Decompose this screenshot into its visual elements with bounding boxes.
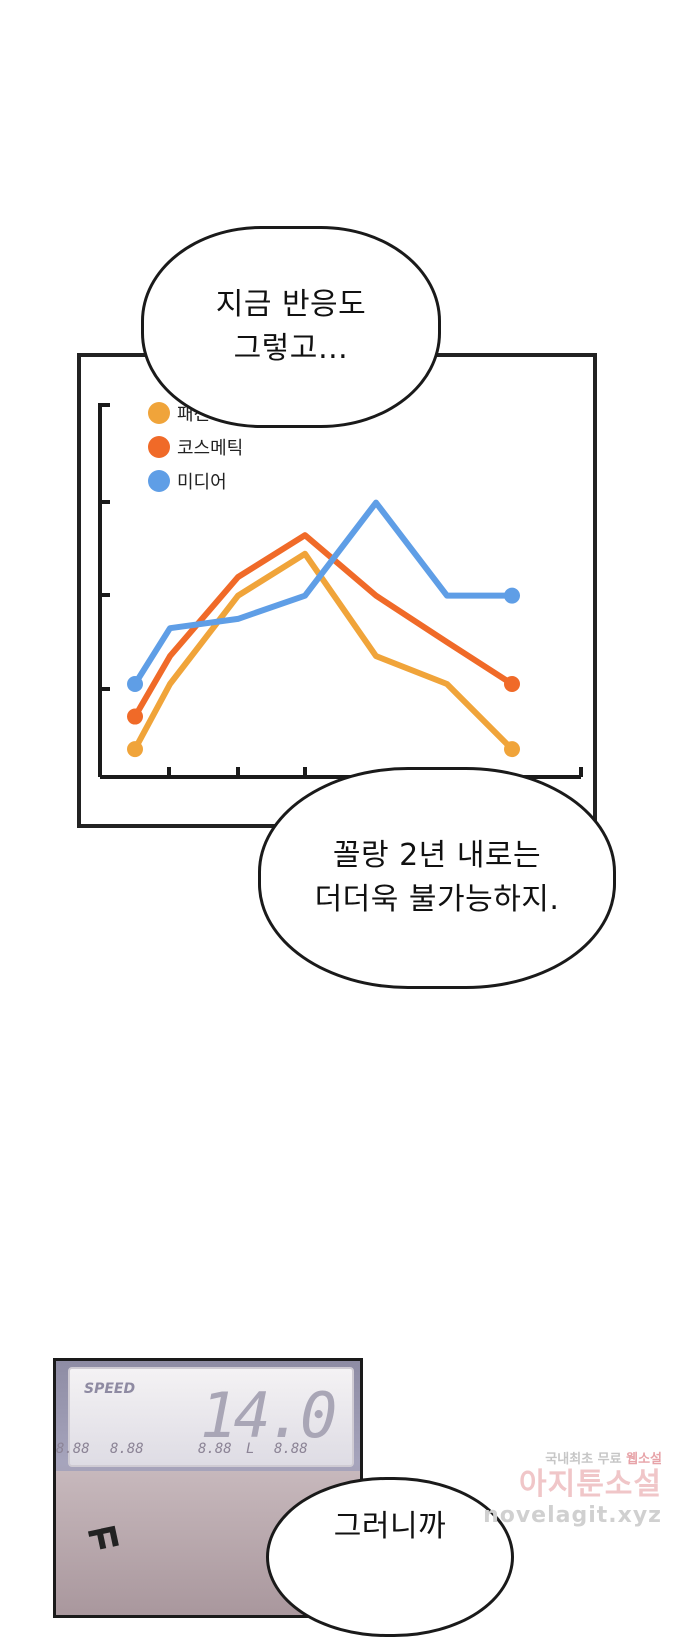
- legend-swatch: [148, 436, 170, 458]
- watermark-line3: novelagit.xyz: [483, 1503, 662, 1528]
- speech-bubble-1: 지금 반응도 그렇고…: [141, 226, 441, 428]
- watermark: 국내최초 무료 웹소설 아지툰소설 novelagit.xyz: [462, 1448, 662, 1528]
- speed-display: SPEED 14.0 8.88 8.88 8.88 L 8.88: [56, 1367, 354, 1467]
- speech-bubble-2: 꼴랑 2년 내로는 더더욱 불가능하지.: [258, 767, 616, 989]
- segment-readout: L: [246, 1441, 255, 1457]
- legend-label: 미디어: [177, 472, 227, 493]
- series-line-1: [132, 532, 515, 720]
- watermark-prefix: 국내최초 무료: [545, 1452, 622, 1467]
- segment-readout: 8.88: [274, 1441, 308, 1457]
- speed-value: 14.0: [200, 1379, 337, 1452]
- chart-panel: 패션 코스메틱 미디어: [77, 353, 597, 828]
- legend-label: 코스메틱: [177, 438, 243, 459]
- segment-row: 8.88 8.88 8.88 L 8.88: [56, 1439, 352, 1461]
- speech-bubble-text: 그러니까: [333, 1509, 447, 1544]
- watermark-line1: 국내최초 무료 웹소설: [462, 1448, 662, 1467]
- chart-series: [127, 499, 520, 758]
- series-line-0: [132, 550, 515, 753]
- legend-swatch: [148, 470, 170, 492]
- segment-readout: 8.88: [110, 1441, 144, 1457]
- series-point: [504, 676, 520, 692]
- speech-bubble-text: 꼴랑 2년 내로는 더더욱 불가능하지.: [314, 838, 560, 917]
- segment-readout: 8.88: [198, 1441, 232, 1457]
- watermark-line2: 아지툰소설: [519, 1467, 662, 1502]
- speed-label: SPEED: [84, 1381, 136, 1397]
- series-point: [504, 587, 520, 604]
- legend-swatch: [148, 402, 170, 424]
- watermark-accent: 웹소설: [626, 1452, 662, 1467]
- series-point: [127, 741, 143, 758]
- series-line-2: [132, 499, 515, 687]
- speech-bubble-text: 지금 반응도 그렇고…: [215, 287, 367, 366]
- segment-readout: 8.88: [56, 1441, 90, 1457]
- series-point: [127, 708, 143, 725]
- series-point: [504, 741, 520, 758]
- series-point: [127, 676, 143, 692]
